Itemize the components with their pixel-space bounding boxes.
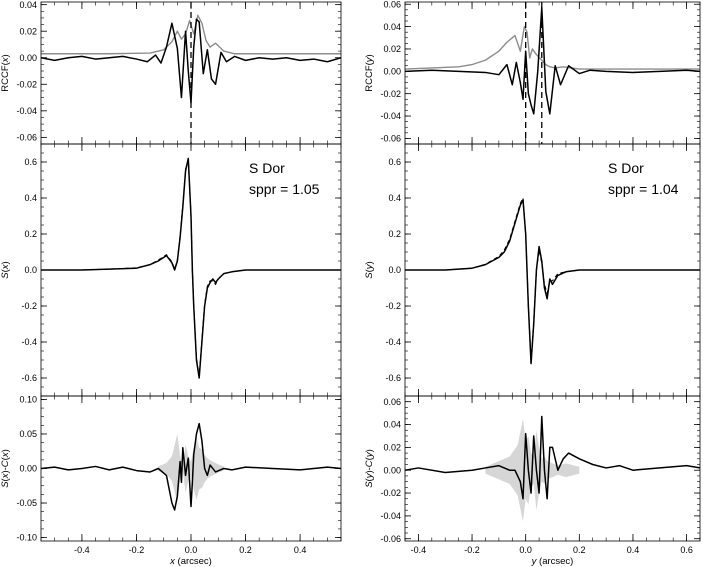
x-spectrum-annotation-line: sppr = 1.05 xyxy=(249,181,320,197)
y-residual-xtick-label: 0.4 xyxy=(627,545,640,555)
y-rccf-frame xyxy=(404,1,701,145)
y-residual-ytick-label: 0.06 xyxy=(383,397,401,407)
y-rccf-ytick-label: -0.06 xyxy=(380,134,401,144)
y-rccf-series-black xyxy=(405,6,700,115)
y-residual-xlabel: y (arcsec) xyxy=(531,556,574,567)
x-rccf-series-black xyxy=(41,18,341,104)
x-residual-xtick-label: 0.4 xyxy=(294,545,307,555)
y-residual-series-black xyxy=(405,415,700,500)
y-rccf-ytick-label: -0.02 xyxy=(380,89,401,99)
x-residual-panel: -0.10 -0.05 0.00 0.05 0.10 -0.4 -0.2 0.0 0.2 0.4 S… xyxy=(0,395,342,567)
y-residual-xtick-label: 0.2 xyxy=(573,545,586,555)
x-spectrum-ytick-label: 0.6 xyxy=(24,157,37,167)
y-spectrum-ytick-label: 0.0 xyxy=(388,265,401,275)
x-spectrum-ytick-label: 0.4 xyxy=(24,193,37,203)
x-spectrum-ytick-label: -0.2 xyxy=(21,301,37,311)
x-rccf-ytick-label: 0.04 xyxy=(19,0,37,10)
y-spectrum-ytick-label: -0.2 xyxy=(385,301,401,311)
x-spectrum-annotation-line: S Dor xyxy=(249,160,285,176)
x-rccf-ytick-label: 0.02 xyxy=(19,26,37,36)
y-spectrum-ytick-label: -0.4 xyxy=(385,337,401,347)
y-spectrum-ytick-label: 0.4 xyxy=(388,193,401,203)
x-rccf-panel: -0.06 -0.04 -0.02 0.00 0.02 0.04 RCCF(x) xyxy=(0,0,342,145)
x-residual-ytick-label: -0.10 xyxy=(16,533,37,543)
x-spectrum-ytick-label: 0.2 xyxy=(24,229,37,239)
y-rccf-ytick-label: 0.02 xyxy=(383,44,401,54)
y-spectrum-ytick-label: -0.6 xyxy=(385,373,401,383)
x-residual-plot-area xyxy=(41,422,341,511)
x-rccf-series-gray xyxy=(41,14,341,55)
x-residual-ytick-label: 0.10 xyxy=(19,395,37,405)
x-rccf-ytick-label: -0.06 xyxy=(16,133,37,143)
x-rccf-ytick-label: -0.04 xyxy=(16,106,37,116)
x-spectrum-ytick-label: -0.6 xyxy=(21,373,37,383)
x-spectrum-ytick-label: -0.4 xyxy=(21,337,37,347)
y-residual-ylabel: S(y)-C(y) xyxy=(364,449,375,488)
x-residual-series-black xyxy=(41,422,341,511)
y-residual-ytick-label: 0.04 xyxy=(383,420,401,430)
y-residual-xtick-label: 0.6 xyxy=(680,545,693,555)
y-spectrum-annotation-line: sppr = 1.04 xyxy=(608,181,679,197)
x-rccf-ylabel: RCCF(x) xyxy=(0,54,11,91)
x-spectrum-ylabel: S(x) xyxy=(0,261,11,278)
x-residual-xtick-label: 0.2 xyxy=(239,545,252,555)
x-residual-xtick-label: -0.2 xyxy=(129,545,145,555)
y-spectrum-plot-area xyxy=(405,197,700,365)
y-spectrum-series-dashed xyxy=(405,197,700,361)
y-rccf-ytick-label: 0.06 xyxy=(383,0,401,9)
x-residual-ytick-label: 0.05 xyxy=(19,429,37,439)
x-rccf-plot-area xyxy=(41,14,341,104)
y-spectrum-ytick-label: 0.2 xyxy=(388,229,401,239)
x-rccf-ytick-label: -0.02 xyxy=(16,79,37,89)
y-residual-ytick-label: 0.00 xyxy=(383,465,401,475)
x-residual-xtick-label: -0.4 xyxy=(74,545,90,555)
x-rccf-ytick-label: 0.00 xyxy=(19,53,37,63)
x-spectrum-series-dashed xyxy=(41,159,341,377)
x-spectrum-plot-area xyxy=(41,157,341,379)
x-residual-envelope-band xyxy=(158,433,224,504)
y-residual-ytick-label: -0.04 xyxy=(380,511,401,521)
y-spectrum-series-black xyxy=(405,199,700,365)
y-residual-xtick-label: -0.4 xyxy=(411,545,427,555)
y-spectrum-annotation-line: S Dor xyxy=(608,160,644,176)
y-residual-panel: -0.06 -0.04 -0.02 0.00 0.02 0.04 0.06 -0.4 -0.2 0… xyxy=(364,395,701,567)
y-rccf-series-gray xyxy=(405,25,700,70)
y-spectrum-panel: -0.6 -0.4 -0.2 0.0 0.2 0.4 0.6 S(y) S Dor sppr = … xyxy=(364,143,701,397)
x-spectrum-panel: -0.6 -0.4 -0.2 0.0 0.2 0.4 0.6 S(x) S Dor sppr = … xyxy=(0,143,342,397)
y-residual-ytick-label: 0.02 xyxy=(383,443,401,453)
x-residual-ytick-label: 0.00 xyxy=(19,464,37,474)
y-rccf-ytick-label: -0.04 xyxy=(380,111,401,121)
y-residual-xtick-label: 0.0 xyxy=(519,545,532,555)
y-residual-plot-area xyxy=(405,415,700,522)
y-residual-ytick-label: -0.02 xyxy=(380,488,401,498)
x-spectrum-ytick-label: 0.0 xyxy=(24,265,37,275)
y-rccf-ylabel: RCCF(y) xyxy=(364,54,375,91)
x-residual-ylabel: S(x)-C(x) xyxy=(0,449,11,488)
y-spectrum-ylabel: S(y) xyxy=(364,261,375,278)
y-rccf-panel: -0.06 -0.04 -0.02 0.00 0.02 0.04 0.06 RCCF(y) xyxy=(364,0,701,145)
y-spectrum-ytick-label: 0.6 xyxy=(388,157,401,167)
y-rccf-ytick-label: 0.04 xyxy=(383,22,401,32)
y-residual-xtick-label: -0.2 xyxy=(464,545,480,555)
x-residual-xlabel: x (arcsec) xyxy=(169,556,212,567)
y-rccf-ytick-label: 0.00 xyxy=(383,67,401,77)
x-residual-xtick-label: 0.0 xyxy=(185,545,198,555)
y-residual-ytick-label: -0.06 xyxy=(380,534,401,544)
y-rccf-plot-area xyxy=(405,6,700,115)
x-residual-ytick-label: -0.05 xyxy=(16,498,37,508)
